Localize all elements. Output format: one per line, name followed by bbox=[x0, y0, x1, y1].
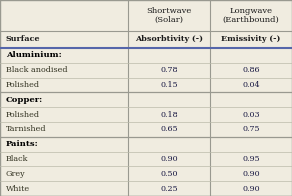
Text: 0.75: 0.75 bbox=[242, 125, 260, 133]
Text: 0.50: 0.50 bbox=[161, 170, 178, 178]
Text: Shortwave
(Solar): Shortwave (Solar) bbox=[147, 7, 192, 24]
Text: Polished: Polished bbox=[6, 111, 40, 119]
Text: 0.15: 0.15 bbox=[161, 81, 178, 89]
Text: 0.18: 0.18 bbox=[161, 111, 178, 119]
Text: Emissivity (-): Emissivity (-) bbox=[221, 35, 281, 43]
Text: Absorbtivity (-): Absorbtivity (-) bbox=[135, 35, 203, 43]
Text: White: White bbox=[6, 185, 30, 193]
Text: 0.04: 0.04 bbox=[242, 81, 260, 89]
Text: Paints:: Paints: bbox=[6, 140, 39, 148]
Text: 0.86: 0.86 bbox=[242, 66, 260, 74]
Text: 0.90: 0.90 bbox=[242, 170, 260, 178]
Text: 0.78: 0.78 bbox=[161, 66, 178, 74]
Text: 0.25: 0.25 bbox=[161, 185, 178, 193]
Text: 0.90: 0.90 bbox=[161, 155, 178, 163]
Text: 0.03: 0.03 bbox=[242, 111, 260, 119]
Text: Aluminium:: Aluminium: bbox=[6, 52, 62, 59]
Text: Surface: Surface bbox=[6, 35, 40, 43]
Text: 0.95: 0.95 bbox=[242, 155, 260, 163]
Text: Polished: Polished bbox=[6, 81, 40, 89]
Text: 0.90: 0.90 bbox=[242, 185, 260, 193]
Text: 0.65: 0.65 bbox=[161, 125, 178, 133]
Text: Grey: Grey bbox=[6, 170, 25, 178]
Text: Longwave
(Earthbound): Longwave (Earthbound) bbox=[223, 7, 279, 24]
Text: Copper:: Copper: bbox=[6, 96, 43, 104]
Text: Black anodised: Black anodised bbox=[6, 66, 67, 74]
Text: Tarnished: Tarnished bbox=[6, 125, 46, 133]
Text: Black: Black bbox=[6, 155, 28, 163]
